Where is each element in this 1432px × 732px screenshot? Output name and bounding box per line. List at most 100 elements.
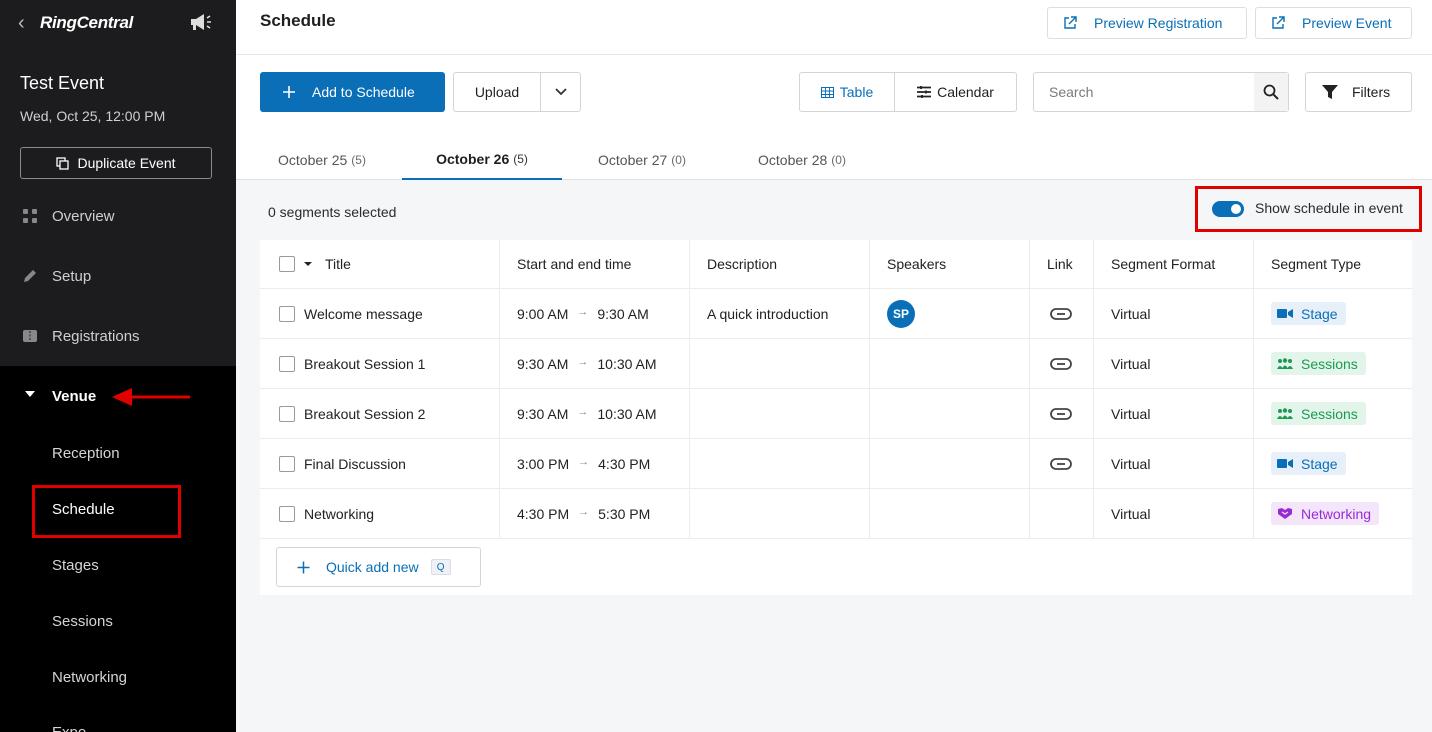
end-time: 5:30 PM bbox=[598, 505, 651, 522]
cell-link bbox=[1030, 389, 1094, 438]
cell-speakers bbox=[870, 489, 1030, 538]
arrow-right-icon: → bbox=[577, 355, 589, 368]
table-row[interactable]: Final Discussion 3:00 PM → 4:30 PM Virtual… bbox=[260, 439, 1412, 489]
upload-dropdown-button[interactable] bbox=[541, 73, 580, 111]
cell-speakers bbox=[870, 389, 1030, 438]
nav-subitem-networking[interactable]: Networking bbox=[52, 669, 128, 686]
segment-title[interactable]: Breakout Session 1 bbox=[304, 355, 426, 372]
date-tabs: October 25 (5) October 26 (5) October 27 (0… bbox=[236, 139, 1432, 180]
tab-count: (5) bbox=[513, 151, 528, 166]
back-chevron-icon[interactable]: ‹ bbox=[18, 12, 25, 34]
link-icon[interactable] bbox=[1050, 307, 1072, 320]
nav-item-overview[interactable]: Overview bbox=[0, 196, 236, 236]
segment-title[interactable]: Breakout Session 2 bbox=[304, 405, 426, 422]
schedule-table: Title Start and end time Description Spe… bbox=[260, 240, 1412, 595]
page-title: Schedule bbox=[260, 11, 336, 30]
cell-link bbox=[1030, 489, 1094, 538]
nav-item-venue[interactable]: Venue bbox=[0, 376, 236, 416]
nav-item-label: Setup bbox=[52, 267, 92, 285]
grid-icon bbox=[23, 209, 37, 223]
quick-add-label: Quick add new bbox=[326, 559, 419, 575]
tab-october-25[interactable]: October 25 (5) bbox=[260, 139, 384, 180]
show-schedule-toggle-group: Show schedule in event bbox=[1195, 186, 1422, 232]
preview-registration-label: Preview Registration bbox=[1094, 15, 1223, 31]
filters-label: Filters bbox=[1352, 84, 1391, 100]
nav-subitem-reception[interactable]: Reception bbox=[52, 445, 120, 462]
megaphone-icon[interactable] bbox=[188, 11, 212, 33]
table-row[interactable]: Welcome message 9:00 AM → 9:30 AM A quick … bbox=[260, 289, 1412, 339]
table-row[interactable]: Breakout Session 1 9:30 AM → 10:30 AM Virt… bbox=[260, 339, 1412, 389]
column-header-time: Start and end time bbox=[500, 240, 690, 288]
nav-subitem-stages[interactable]: Stages bbox=[52, 557, 99, 574]
segment-type-label: Networking bbox=[1301, 505, 1372, 522]
nav-subitem-expo[interactable]: Expo bbox=[52, 724, 86, 732]
search-input[interactable] bbox=[1034, 73, 1254, 111]
view-table-button[interactable]: Table bbox=[800, 73, 895, 111]
tab-october-28[interactable]: October 28 (0) bbox=[740, 139, 864, 180]
start-time: 3:00 PM bbox=[517, 455, 570, 472]
group-icon bbox=[1277, 357, 1293, 369]
quick-add-new-button[interactable]: Quick add new Q bbox=[276, 547, 481, 587]
preview-registration-button[interactable]: Preview Registration bbox=[1047, 7, 1247, 39]
tab-october-27[interactable]: October 27 (0) bbox=[580, 139, 704, 180]
cell-time: 9:30 AM → 10:30 AM bbox=[500, 389, 690, 438]
view-calendar-button[interactable]: Calendar bbox=[895, 73, 1016, 111]
search-icon bbox=[1263, 84, 1279, 100]
preview-event-button[interactable]: Preview Event bbox=[1255, 7, 1412, 39]
external-link-icon bbox=[1272, 16, 1285, 29]
row-checkbox[interactable] bbox=[279, 505, 295, 522]
show-schedule-toggle[interactable] bbox=[1212, 201, 1244, 217]
toggle-knob bbox=[1231, 204, 1241, 214]
sidebar: ‹ RingCentral Test Event Wed, Oct 25, 12… bbox=[0, 0, 236, 732]
row-checkbox[interactable] bbox=[279, 305, 295, 322]
nav-item-label: Overview bbox=[52, 207, 115, 225]
search-button[interactable] bbox=[1254, 73, 1288, 111]
nav-subitem-sessions[interactable]: Sessions bbox=[52, 613, 113, 630]
arrow-right-icon: → bbox=[578, 505, 590, 518]
column-label: Title bbox=[325, 256, 351, 272]
tab-october-26[interactable]: October 26 (5) bbox=[402, 139, 562, 180]
cell-format: Virtual bbox=[1094, 339, 1254, 388]
segment-title[interactable]: Networking bbox=[304, 505, 375, 522]
link-icon[interactable] bbox=[1050, 357, 1072, 370]
cell-type: Networking bbox=[1254, 489, 1412, 538]
cell-title: Final Discussion bbox=[260, 439, 500, 488]
pencil-icon bbox=[24, 270, 36, 282]
row-checkbox[interactable] bbox=[279, 405, 295, 422]
segment-title[interactable]: Final Discussion bbox=[304, 455, 406, 472]
caret-down-icon[interactable] bbox=[303, 260, 313, 268]
row-checkbox[interactable] bbox=[279, 355, 295, 372]
cell-time: 3:00 PM → 4:30 PM bbox=[500, 439, 690, 488]
event-name: Test Event bbox=[20, 73, 105, 93]
arrow-right-icon: → bbox=[577, 305, 589, 318]
segment-type-badge: Networking bbox=[1271, 502, 1380, 525]
cell-time: 9:30 AM → 10:30 AM bbox=[500, 339, 690, 388]
cell-link bbox=[1030, 339, 1094, 388]
filters-button[interactable]: Filters bbox=[1305, 72, 1412, 112]
duplicate-event-button[interactable]: Duplicate Event bbox=[20, 147, 212, 179]
cell-type: Stage bbox=[1254, 439, 1412, 488]
keyboard-shortcut-badge: Q bbox=[430, 559, 451, 575]
tab-label: October 28 bbox=[758, 151, 828, 168]
view-table-label: Table bbox=[839, 84, 874, 100]
segment-title[interactable]: Welcome message bbox=[304, 305, 423, 322]
table-row[interactable]: Networking 4:30 PM → 5:30 PM Virtual Netwo… bbox=[260, 489, 1412, 539]
cell-title: Breakout Session 2 bbox=[260, 389, 500, 438]
speaker-avatar[interactable]: SP bbox=[887, 299, 915, 328]
arrow-right-icon: → bbox=[578, 455, 590, 468]
column-header-speakers: Speakers bbox=[870, 240, 1030, 288]
table-row[interactable]: Breakout Session 2 9:30 AM → 10:30 AM Virt… bbox=[260, 389, 1412, 439]
select-all-checkbox[interactable] bbox=[279, 256, 295, 272]
add-to-schedule-button[interactable]: Add to Schedule bbox=[260, 72, 445, 112]
nav-subitem-schedule[interactable]: Schedule bbox=[52, 501, 115, 518]
view-calendar-label: Calendar bbox=[937, 84, 994, 100]
upload-button[interactable]: Upload bbox=[454, 73, 541, 111]
nav-item-registrations[interactable]: Registrations bbox=[0, 316, 236, 356]
cell-time: 9:00 AM → 9:30 AM bbox=[500, 289, 690, 338]
row-checkbox[interactable] bbox=[279, 455, 295, 472]
link-icon[interactable] bbox=[1050, 457, 1072, 470]
cell-time: 4:30 PM → 5:30 PM bbox=[500, 489, 690, 538]
start-time: 4:30 PM bbox=[517, 505, 570, 522]
link-icon[interactable] bbox=[1050, 407, 1072, 420]
nav-item-setup[interactable]: Setup bbox=[0, 256, 236, 296]
